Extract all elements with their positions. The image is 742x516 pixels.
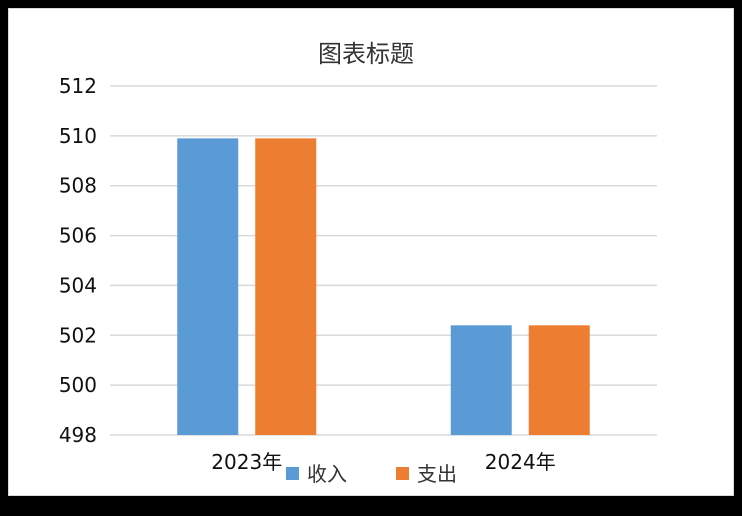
y-tick-label: 500 bbox=[59, 373, 97, 397]
bars bbox=[177, 138, 590, 435]
bar-支出-2024年 bbox=[528, 325, 590, 435]
y-tick-label: 512 bbox=[59, 74, 97, 98]
y-tick-label: 498 bbox=[59, 423, 97, 447]
y-tick-label: 508 bbox=[59, 174, 97, 198]
chart-frame bbox=[8, 8, 734, 496]
legend: 收入 支出 bbox=[286, 462, 457, 486]
y-tick-label: 506 bbox=[59, 224, 97, 248]
bar-收入-2023年 bbox=[177, 138, 239, 435]
x-tick-label: 2024年 bbox=[485, 450, 556, 474]
chart-title: 图表标题 bbox=[318, 40, 414, 68]
y-tick-label: 510 bbox=[59, 124, 97, 148]
bar-收入-2024年 bbox=[450, 325, 512, 435]
x-tick-label: 2023年 bbox=[211, 450, 282, 474]
legend-swatch bbox=[396, 467, 409, 480]
x-axis-ticks: 2023年 2024年 bbox=[211, 450, 555, 474]
y-tick-label: 502 bbox=[59, 323, 97, 347]
legend-swatch bbox=[286, 467, 299, 480]
y-axis-ticks: 498 500 502 504 506 508 510 512 bbox=[59, 74, 97, 447]
y-tick-label: 504 bbox=[59, 273, 97, 297]
legend-label: 收入 bbox=[307, 462, 347, 486]
legend-label: 支出 bbox=[417, 462, 457, 486]
bar-支出-2023年 bbox=[255, 138, 317, 435]
